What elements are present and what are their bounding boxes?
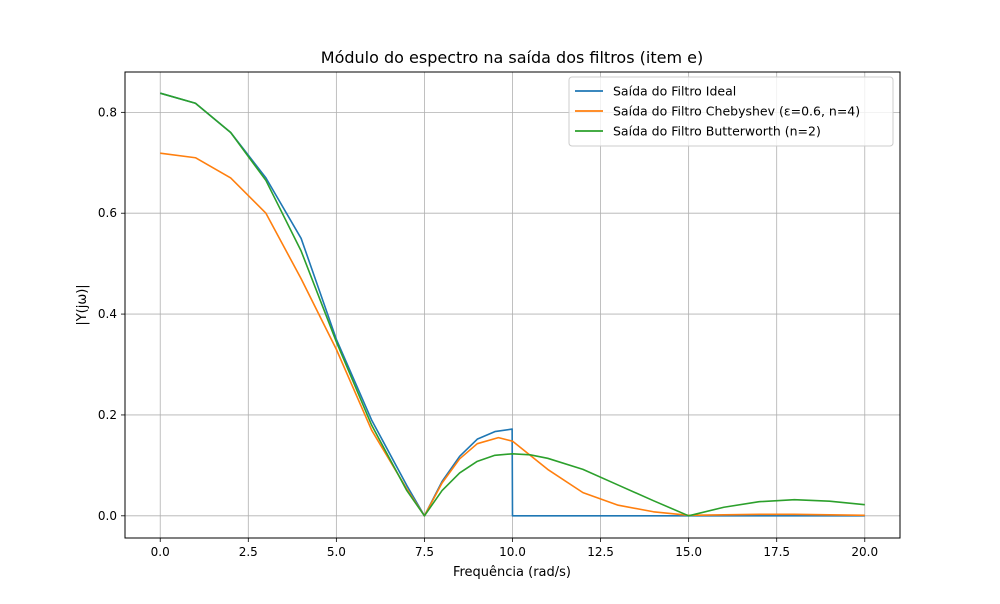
y-tick-label: 0.0 [98,509,117,523]
chart-title: Módulo do espectro na saída dos filtros … [321,48,703,67]
legend-label-3: Saída do Filtro Butterworth (n=2) [613,124,821,139]
y-tick-label: 0.4 [98,307,117,321]
x-ticks: 0.0 2.5 5.0 7.5 10.0 12.5 15.0 17.5 20.0 [151,538,878,559]
series-group [160,92,865,517]
legend: Saída do Filtro Ideal Saída do Filtro Che… [568,76,894,147]
x-tick-label: 2.5 [239,545,258,559]
y-tick-label: 0.6 [98,206,117,220]
legend-box [568,76,894,147]
x-tick-label: 12.5 [587,545,614,559]
y-tick-label: 0.8 [98,105,117,119]
legend-label-1: Saída do Filtro Ideal [613,84,736,99]
y-ticks: 0.0 0.2 0.4 0.6 0.8 [98,105,125,523]
series-line-3 [160,92,865,517]
x-tick-label: 10.0 [499,545,526,559]
x-tick-label: 5.0 [327,545,346,559]
x-tick-label: 17.5 [763,545,790,559]
y-tick-label: 0.2 [98,408,117,422]
series-line-2 [160,152,865,517]
series-line-1 [160,92,865,517]
y-axis-label: |Y(jω)| [75,284,90,325]
legend-label-2: Saída do Filtro Chebyshev (ε=0.6, n=4) [613,104,860,119]
x-tick-label: 15.0 [675,545,702,559]
x-tick-label: 0.0 [151,545,170,559]
x-axis-label: Frequência (rad/s) [453,565,571,580]
x-tick-label: 20.0 [851,545,878,559]
x-tick-label: 7.5 [415,545,434,559]
